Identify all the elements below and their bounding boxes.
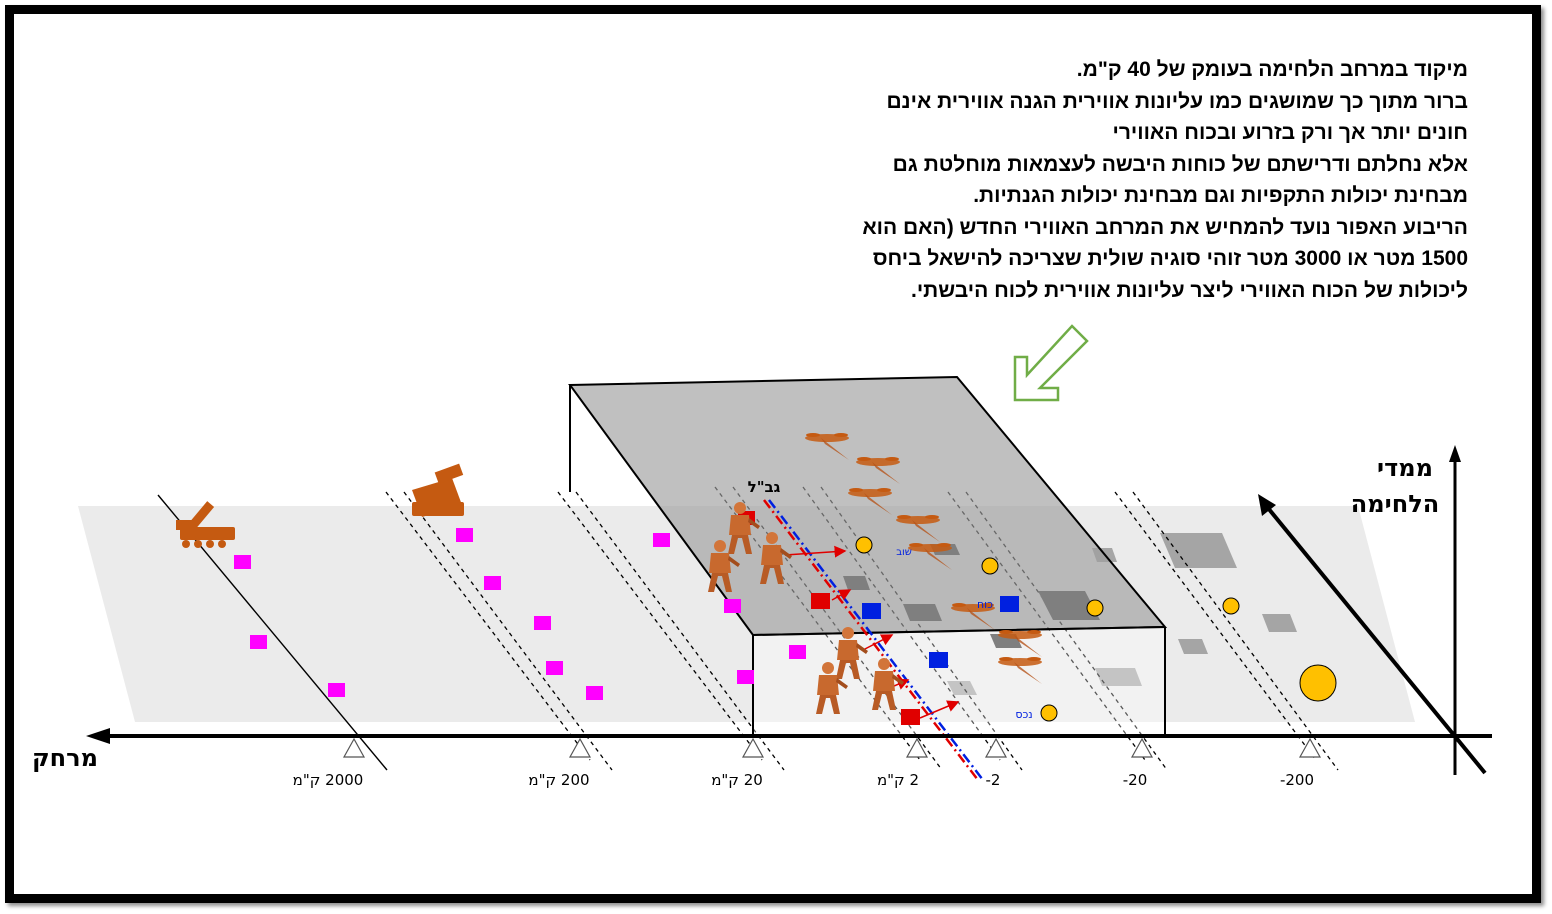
magenta-targets <box>234 528 806 700</box>
small-label: שוב <box>896 547 912 558</box>
tick-label: 2000 ק"מ <box>293 771 364 789</box>
distance-axis-label: מרחק <box>32 744 98 772</box>
missile-launcher-icon <box>176 501 235 548</box>
rocket-launcher-icon <box>412 463 464 517</box>
depth-axis-arrowhead <box>1258 494 1276 516</box>
tick-label: 2 ק"מ <box>877 771 919 789</box>
tick-label: 20 ק"מ <box>711 771 763 789</box>
paragraph-line: מבחינת יכולות התקפיות וגם מבחינת יכולות … <box>973 184 1468 207</box>
asset-label: נכס <box>1015 708 1032 721</box>
distance-axis-arrowhead <box>86 728 110 744</box>
paragraph-line: חונים יותר אך ורק בזרוע ובכוח האווירי <box>1112 121 1468 144</box>
explanation-paragraph: מיקוד במרחב הלחימה בעומק של 40 ק"מ. ברור… <box>788 54 1468 306</box>
blue-forces <box>862 596 1019 668</box>
paragraph-line: ליכולות של הכוח האווירי ליצר עליונות אוו… <box>910 278 1468 302</box>
force-label: כוח <box>977 598 993 611</box>
tick-label: 200 ק"מ <box>528 771 589 789</box>
paragraph-line: אלא נחלתם ודרישתם של כוחות היבשה לעצמאות… <box>892 152 1468 176</box>
pointer-arrow-icon <box>1013 324 1089 402</box>
depth-axis <box>1266 506 1487 775</box>
paragraph-line: הריבוע האפור נועד להמחיש את המרחב האוויר… <box>862 215 1468 239</box>
tick-label: -20 <box>1123 771 1148 789</box>
dimensions-axis-label-line2: הלחימה <box>1351 490 1439 518</box>
dimensions-axis-label-line1: ממדי <box>1377 454 1433 482</box>
paragraph-line: מיקוד במרחב הלחימה בעומק של 40 ק"מ. <box>1076 58 1468 81</box>
tick-label: -2 <box>986 771 1001 789</box>
paragraph-line: 1500 מטר או 3000 מטר זוהי סוגיה שולית שצ… <box>872 247 1468 270</box>
dimensions-axis-arrowhead <box>1449 445 1461 462</box>
yellow-assets <box>855 536 1337 722</box>
border-label: גב"ל <box>748 478 781 496</box>
paragraph-line: ברור מתוך כך שמושגים כמו עליונות אווירית… <box>886 89 1468 113</box>
tick-markers <box>342 737 1322 758</box>
tick-label: -200 <box>1280 771 1314 789</box>
